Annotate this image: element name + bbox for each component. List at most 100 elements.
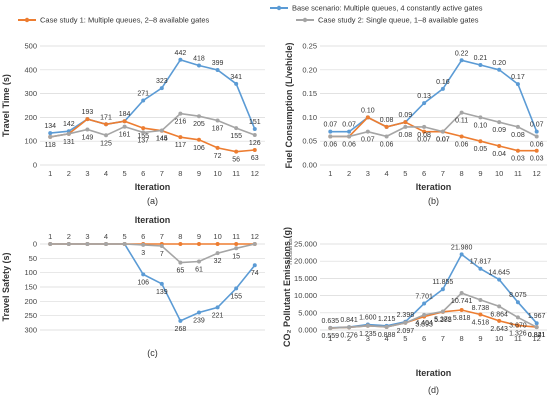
data-point (196, 310, 201, 315)
data-point (347, 134, 352, 139)
data-point (347, 325, 352, 330)
data-label: 17.817 (470, 259, 492, 266)
x-tick-label: 2 (67, 169, 71, 178)
data-point (196, 114, 201, 119)
x-tick-label: 2 (347, 334, 351, 343)
data-label: 0.09 (399, 112, 413, 119)
data-point (515, 82, 520, 87)
series-line (330, 253, 538, 329)
data-point (422, 124, 427, 129)
series-line (50, 112, 256, 138)
data-point (384, 124, 389, 129)
data-label: 0.04 (492, 151, 506, 158)
data-label: 74 (251, 270, 259, 277)
data-point (48, 131, 53, 136)
data-label: 151 (249, 119, 261, 126)
data-point (66, 242, 71, 246)
data-point (422, 129, 427, 134)
data-point (440, 129, 445, 134)
data-label: 0.841 (340, 317, 358, 324)
data-label: 145 (156, 135, 168, 142)
x-tick-label: 9 (478, 334, 482, 343)
data-label: 155 (137, 133, 149, 140)
data-point (252, 133, 257, 138)
data-label: 442 (175, 50, 187, 57)
x-tick-label: 11 (514, 334, 522, 343)
data-point (422, 301, 427, 306)
legend-label: Case study 2: Single queue, 1–8 availabl… (318, 16, 479, 25)
series-line (330, 116, 537, 152)
x-tick-label: 9 (197, 169, 201, 178)
data-label: 149 (82, 135, 94, 142)
y-axis-title: Travel Safety (s) (1, 252, 11, 321)
data-label: 137 (137, 137, 149, 144)
data-label: 61 (195, 266, 203, 273)
y-tick-label: 25.000 (294, 240, 317, 249)
data-point (85, 117, 90, 122)
x-tick-label: 5 (123, 169, 127, 178)
data-point (478, 139, 483, 144)
x-tick-label: 8 (178, 232, 182, 241)
data-point (48, 242, 53, 246)
data-point (347, 129, 352, 134)
x-tick-label: 5 (123, 232, 127, 241)
data-label: 10.741 (451, 298, 473, 305)
y-tick-label: 5.000 (298, 308, 317, 317)
x-axis-title: Iteration (416, 368, 452, 378)
data-label: 1.215 (378, 316, 396, 323)
data-point (196, 259, 201, 264)
y-tick-label: 0.20 (302, 65, 317, 74)
x-tick-label: 1 (48, 169, 52, 178)
y-tick-label: 50 (29, 254, 37, 263)
data-label: 0.16 (436, 79, 450, 86)
x-tick-label: 8 (178, 169, 182, 178)
data-label: 5.818 (453, 315, 471, 322)
panel-label: (b) (428, 196, 439, 206)
data-label: 205 (193, 121, 205, 128)
data-label: 0.07 (417, 137, 431, 144)
data-point (478, 312, 483, 317)
data-label: 3.670 (509, 322, 527, 329)
data-point (252, 127, 257, 132)
data-point (215, 68, 220, 73)
data-point (403, 120, 408, 125)
x-tick-label: 12 (533, 334, 541, 343)
data-point (328, 129, 333, 134)
y-tick-label: 0.10 (302, 113, 317, 122)
x-tick-label: 9 (197, 232, 201, 241)
y-tick-label: 15.000 (294, 274, 317, 283)
data-label: 106 (137, 279, 149, 286)
x-tick-label: 3 (366, 334, 370, 343)
x-tick-label: 10 (495, 169, 503, 178)
data-label: 4.404 (415, 320, 433, 327)
y-tick-label: 500 (24, 42, 37, 51)
y-axis-unit: Thousands (288, 238, 294, 265)
data-point (328, 134, 333, 139)
x-tick-label: 8 (460, 334, 464, 343)
data-point (178, 242, 183, 246)
data-label: 118 (45, 142, 56, 149)
data-label: 0.821 (528, 332, 546, 339)
data-label: 0.08 (417, 132, 431, 139)
data-point (384, 134, 389, 139)
data-point (515, 124, 520, 129)
data-point (196, 242, 201, 246)
data-point (534, 321, 539, 326)
x-tick-label: 8 (460, 169, 464, 178)
x-tick-label: 7 (441, 169, 445, 178)
data-label: 131 (63, 139, 75, 146)
data-point (478, 297, 483, 302)
data-point (497, 277, 502, 282)
data-label: 271 (137, 91, 149, 98)
data-point (234, 242, 239, 246)
data-label: 134 (44, 123, 56, 130)
data-label: 6.864 (490, 311, 508, 318)
data-label: 63 (251, 155, 259, 162)
x-tick-label: 6 (141, 232, 145, 241)
y-axis-title: Travel Time (s) (1, 74, 11, 137)
data-point (196, 63, 201, 68)
y-tick-label: 20.000 (294, 257, 317, 266)
x-tick-label: 12 (251, 169, 259, 178)
x-tick-label: 6 (141, 169, 145, 178)
